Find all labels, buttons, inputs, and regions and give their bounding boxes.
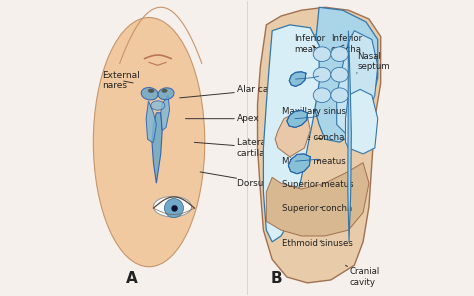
- Polygon shape: [348, 31, 351, 242]
- Ellipse shape: [151, 101, 165, 110]
- Ellipse shape: [158, 88, 174, 100]
- Text: Lateral nasal
cartilage: Lateral nasal cartilage: [194, 138, 295, 158]
- Text: Alar cartilage: Alar cartilage: [180, 85, 298, 98]
- Polygon shape: [161, 95, 170, 131]
- Ellipse shape: [164, 199, 183, 218]
- Ellipse shape: [154, 196, 191, 217]
- Ellipse shape: [141, 88, 158, 100]
- Polygon shape: [257, 7, 381, 283]
- Text: B: B: [271, 271, 283, 286]
- Polygon shape: [152, 113, 162, 183]
- Text: Superior concha: Superior concha: [283, 204, 353, 213]
- Polygon shape: [337, 31, 378, 133]
- Text: Apex: Apex: [185, 114, 260, 123]
- Ellipse shape: [313, 67, 331, 82]
- Ellipse shape: [313, 47, 331, 62]
- Polygon shape: [288, 154, 310, 174]
- Text: External
nares: External nares: [102, 71, 140, 90]
- Text: Inferior
concha: Inferior concha: [331, 34, 362, 54]
- Text: Ethmoid sinuses: Ethmoid sinuses: [283, 239, 353, 248]
- Text: Dorsum nasi: Dorsum nasi: [200, 172, 293, 188]
- Text: Middle meatus: Middle meatus: [283, 157, 346, 166]
- Polygon shape: [289, 72, 306, 86]
- Text: Superior meatus: Superior meatus: [283, 180, 354, 189]
- Ellipse shape: [93, 17, 205, 267]
- Ellipse shape: [162, 89, 167, 93]
- Ellipse shape: [331, 88, 348, 102]
- Text: Inferior
meatus: Inferior meatus: [294, 34, 327, 54]
- Polygon shape: [146, 101, 156, 142]
- Polygon shape: [266, 163, 369, 236]
- Polygon shape: [264, 25, 319, 242]
- Polygon shape: [287, 110, 307, 128]
- Text: Middle concha: Middle concha: [283, 133, 345, 142]
- Text: A: A: [126, 271, 137, 286]
- Text: Maxillary sinus: Maxillary sinus: [283, 107, 346, 116]
- Polygon shape: [346, 89, 378, 154]
- Polygon shape: [275, 113, 310, 157]
- Polygon shape: [313, 7, 378, 142]
- Text: Nasal
septum: Nasal septum: [356, 52, 390, 73]
- Ellipse shape: [171, 205, 178, 212]
- Ellipse shape: [148, 89, 155, 93]
- Text: Cranial
cavity: Cranial cavity: [346, 265, 380, 287]
- Ellipse shape: [313, 88, 331, 102]
- Ellipse shape: [331, 67, 348, 82]
- Ellipse shape: [331, 47, 348, 62]
